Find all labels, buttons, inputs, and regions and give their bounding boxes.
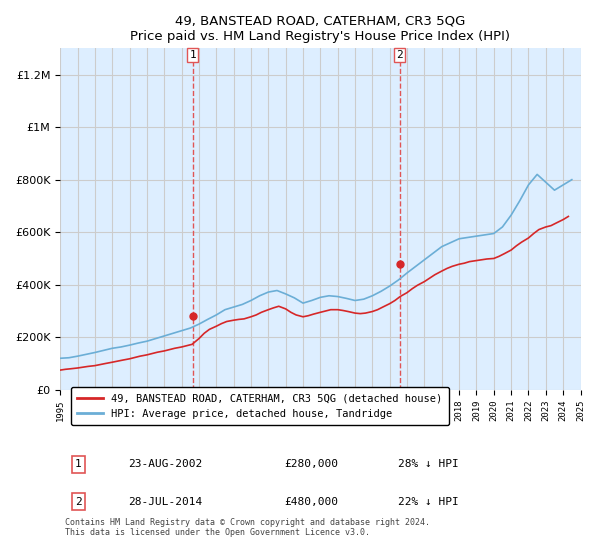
Legend: 49, BANSTEAD ROAD, CATERHAM, CR3 5QG (detached house), HPI: Average price, detac: 49, BANSTEAD ROAD, CATERHAM, CR3 5QG (de… [71,387,449,425]
Title: 49, BANSTEAD ROAD, CATERHAM, CR3 5QG
Price paid vs. HM Land Registry's House Pri: 49, BANSTEAD ROAD, CATERHAM, CR3 5QG Pri… [130,15,511,43]
Text: £280,000: £280,000 [284,459,338,469]
Text: £480,000: £480,000 [284,497,338,507]
Text: Contains HM Land Registry data © Crown copyright and database right 2024.
This d: Contains HM Land Registry data © Crown c… [65,518,430,537]
Text: 1: 1 [190,50,196,60]
Text: 22% ↓ HPI: 22% ↓ HPI [398,497,459,507]
Text: 2: 2 [75,497,82,507]
Text: 2: 2 [396,50,403,60]
Text: 23-AUG-2002: 23-AUG-2002 [128,459,202,469]
Text: 28% ↓ HPI: 28% ↓ HPI [398,459,459,469]
Text: 28-JUL-2014: 28-JUL-2014 [128,497,202,507]
Text: 1: 1 [75,459,82,469]
